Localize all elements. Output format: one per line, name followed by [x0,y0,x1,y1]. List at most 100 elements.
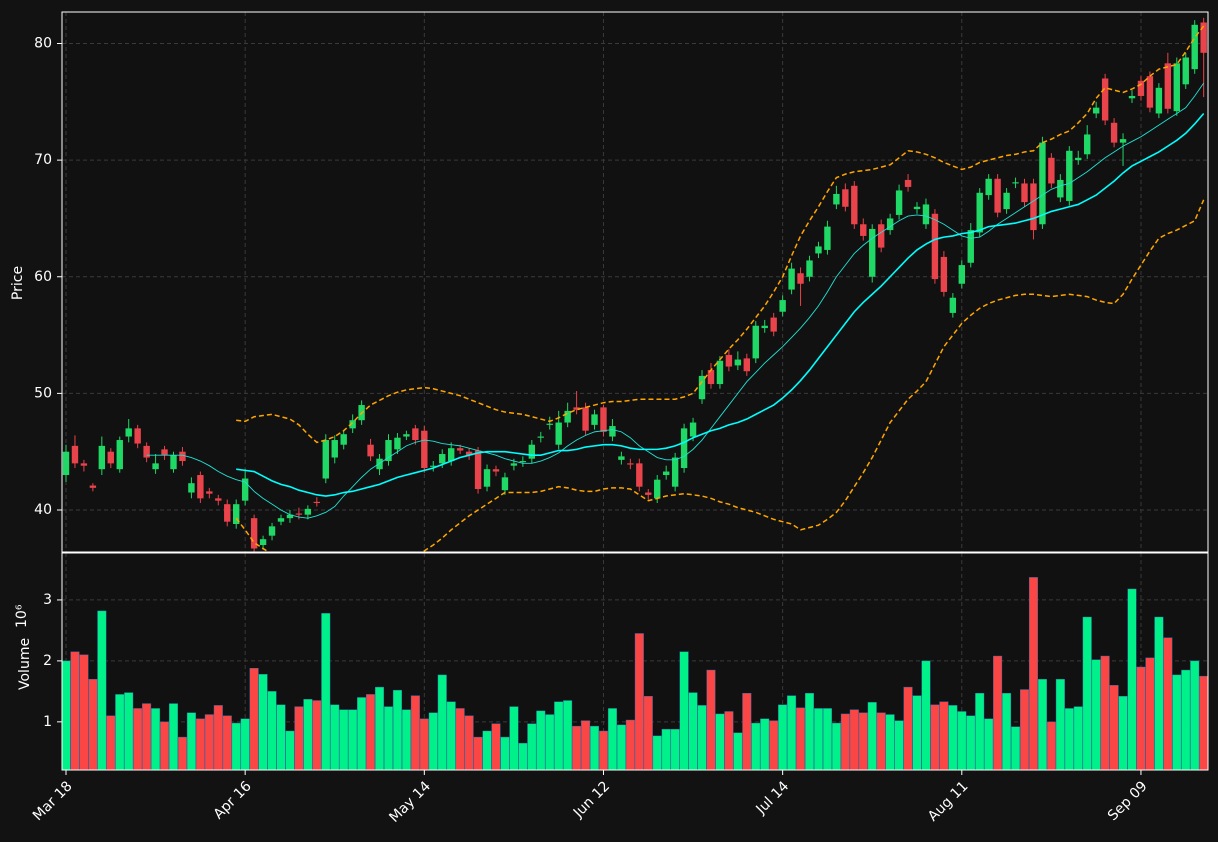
candle-body [233,504,240,525]
volume-bar [1020,689,1030,771]
volume-bar [876,712,886,771]
candle-body [877,224,885,248]
candle-body [1021,183,1028,203]
volume-bar [975,692,985,771]
volume-bar [769,720,779,771]
volume-bar [509,706,519,771]
candle-body [152,463,159,470]
candle-body [904,179,912,187]
candle-body [1048,157,1055,184]
candle-body [869,228,876,277]
candle-body [1155,87,1163,114]
candle-body [627,463,634,465]
candle-body [609,426,616,437]
volume-bar [948,705,958,771]
candle-body [537,436,544,438]
volume-bar [276,704,286,771]
candle-body [1092,107,1100,114]
volume-bar [294,706,304,771]
candle-body [1039,142,1046,225]
volume-bar [1136,666,1146,771]
volume-bar [590,725,600,771]
candle-body [886,218,894,231]
volume-bar [778,704,788,771]
candle-body [206,491,213,494]
y-tick-label: 2 [43,653,52,669]
volume-bar [1172,674,1182,771]
candle-body [71,445,79,464]
volume-bar [366,694,376,771]
candle-body [770,317,777,332]
candle-body [833,193,840,205]
candle-body [1030,183,1037,231]
candle-body [895,190,903,215]
candle-body [376,458,383,470]
volume-bar [473,736,483,771]
volume-bar [1082,616,1092,771]
volume-bar [572,725,582,771]
candle-body [80,463,88,466]
candle-body [680,428,688,469]
y-tick-label: 1 [43,714,52,730]
candle-body [528,444,536,459]
candle-body [313,501,321,504]
volume-bar [634,633,644,771]
candle-body [752,325,759,359]
candle-body [689,422,697,437]
candle-body [618,456,625,460]
candle-body [707,370,715,385]
candle-body [779,300,786,312]
volume-bar [1046,721,1056,771]
volume-bar [392,689,402,771]
volume-bar [1011,726,1021,771]
candle-body [125,428,132,437]
volume-bar [840,713,850,771]
candle-body [1137,80,1145,96]
candle-body [286,514,294,519]
candle-body [985,178,992,196]
candle-body [107,451,114,464]
volume-bar [1163,637,1173,771]
candle-body [367,444,374,457]
candle-body [385,440,392,462]
candle-body [922,204,930,225]
candle-body [197,475,204,499]
price-panel [62,12,1208,552]
candle-body [949,297,957,313]
candle-body [98,445,106,470]
volume-bar [464,715,474,771]
indicator-line [236,25,1205,444]
candle-body [654,479,661,499]
candle-body [1182,57,1189,85]
volume-bar [518,742,528,771]
volume-bar [500,736,510,771]
volume-bar [383,706,393,771]
volume-bar [930,704,940,771]
volume-bar [482,730,492,771]
candle-body [1173,63,1180,112]
candle-body [940,256,948,292]
volume-bar [97,610,107,771]
candle-body [788,268,795,290]
volume-bar [195,718,205,771]
candle-body [179,451,186,462]
candle-body [295,513,303,515]
volume-bar [455,708,465,771]
volume-bar [168,703,178,771]
volume-bar [554,701,564,771]
volume-bar [1028,577,1038,771]
volume-bar [1118,696,1128,771]
volume-bar [428,712,438,771]
candle-body [1075,157,1082,161]
volume-bar [222,715,232,771]
candle-body [268,526,276,536]
candle-body [304,508,312,515]
candle-body [331,440,338,458]
candle-body [1084,134,1091,155]
volume-bar [652,735,662,771]
candle-body [564,410,571,423]
volume-bar [437,674,447,771]
candle-body [456,448,464,451]
